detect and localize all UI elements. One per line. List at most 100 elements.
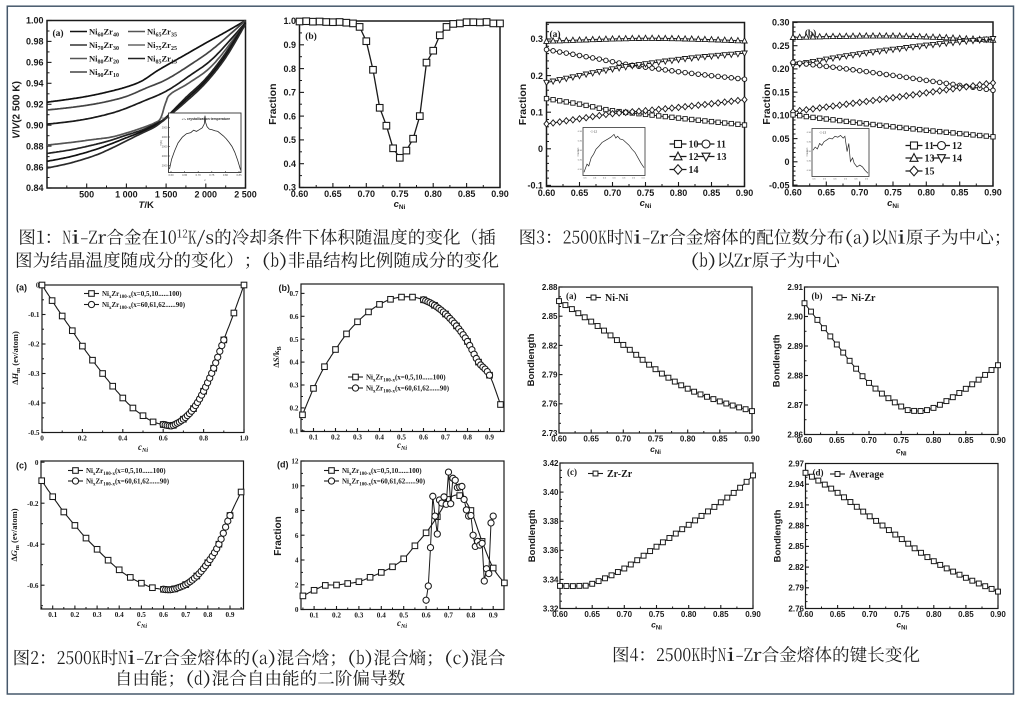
svg-text:-□-12: -□-12 (590, 130, 597, 134)
svg-text:-0.05: -0.05 (769, 180, 790, 190)
svg-text:0.60: 0.60 (798, 610, 814, 619)
svg-text:cNi: cNi (397, 618, 407, 630)
svg-text:0.2: 0.2 (78, 435, 87, 443)
svg-text:(d): (d) (277, 460, 289, 470)
svg-text:2.85: 2.85 (788, 542, 804, 551)
svg-text:0.86: 0.86 (26, 162, 44, 172)
svg-text:-0.4: -0.4 (27, 541, 39, 549)
svg-text:3.42: 3.42 (543, 459, 559, 468)
svg-text:0.9: 0.9 (283, 40, 296, 50)
svg-text:0.80: 0.80 (670, 188, 688, 198)
svg-text:0.75: 0.75 (884, 188, 902, 198)
svg-text:0.6: 0.6 (422, 612, 431, 620)
svg-text:2.85: 2.85 (542, 312, 558, 321)
svg-text:T(K): T(K) (159, 140, 163, 146)
svg-text:0.3: 0.3 (354, 612, 363, 620)
svg-text:0.9: 0.9 (485, 434, 494, 442)
svg-text:2000: 2000 (162, 126, 168, 130)
svg-text:0.4: 0.4 (377, 612, 386, 620)
svg-text:Bondlength: Bondlength (773, 509, 784, 562)
svg-text:0.6: 0.6 (865, 179, 869, 181)
svg-text:Fraction: Fraction (761, 83, 773, 124)
svg-text:0.60: 0.60 (552, 610, 568, 619)
svg-text:Ni65Zr35: Ni65Zr35 (147, 27, 177, 39)
svg-text:0.5: 0.5 (397, 434, 406, 442)
svg-text:0.75: 0.75 (893, 436, 909, 445)
svg-text:0.6: 0.6 (159, 435, 168, 443)
svg-text:0.84: 0.84 (26, 183, 44, 193)
svg-text:0.75: 0.75 (637, 188, 655, 198)
svg-text:cNi: cNi (650, 444, 661, 456)
svg-text:10: 10 (689, 140, 699, 151)
svg-text:0.80: 0.80 (926, 436, 942, 445)
svg-text:0.85: 0.85 (958, 610, 974, 619)
svg-text:0.7: 0.7 (444, 612, 453, 620)
svg-text:12: 12 (291, 458, 299, 466)
svg-text:2.94: 2.94 (788, 480, 804, 489)
svg-text:0.75: 0.75 (894, 610, 910, 619)
svg-text:0.9: 0.9 (226, 611, 235, 619)
svg-text:0.65: 0.65 (818, 188, 836, 198)
svg-text:0.15: 0.15 (772, 87, 790, 97)
svg-text:0.3: 0.3 (530, 34, 543, 44)
svg-text:0.3: 0.3 (283, 183, 296, 193)
svg-text:cNi: cNi (896, 446, 907, 458)
svg-text:(a): (a) (16, 283, 27, 293)
svg-text:0.85: 0.85 (703, 188, 721, 198)
svg-text:0: 0 (36, 282, 40, 290)
svg-text:0.60: 0.60 (168, 173, 174, 177)
svg-text:0.6: 0.6 (844, 179, 848, 181)
svg-text:ΔS/kB: ΔS/kB (271, 346, 283, 367)
svg-text:(a): (a) (549, 29, 560, 40)
svg-text:cNi: cNi (397, 440, 407, 452)
svg-text:0.1: 0.1 (310, 612, 319, 620)
svg-text:2.91: 2.91 (788, 501, 804, 510)
svg-text:2.87: 2.87 (787, 401, 803, 410)
svg-text:NixZr100-x(x=0,5,10......100): NixZr100-x(x=0,5,10......100) (342, 467, 422, 477)
svg-text:0.8: 0.8 (463, 434, 472, 442)
svg-text:0.2: 0.2 (332, 612, 341, 620)
svg-text:0.2: 0.2 (290, 405, 299, 413)
svg-text:0.8: 0.8 (199, 435, 208, 443)
svg-text:2.82: 2.82 (542, 341, 558, 350)
svg-text:cNi: cNi (394, 199, 406, 211)
svg-text:0.90: 0.90 (990, 610, 1006, 619)
svg-text:Ni60Zr40: Ni60Zr40 (89, 27, 119, 39)
svg-text:V/V(2 500 K): V/V(2 500 K) (12, 81, 23, 139)
svg-text:0.30: 0.30 (578, 160, 583, 162)
svg-text:0.60: 0.60 (797, 436, 813, 445)
svg-text:Ni90Zr10: Ni90Zr10 (89, 67, 119, 79)
svg-text:0.90: 0.90 (736, 188, 754, 198)
svg-text:0: 0 (295, 606, 299, 614)
svg-text:0.6: 0.6 (159, 611, 168, 619)
svg-text:0.80: 0.80 (926, 610, 942, 619)
svg-text:0.80: 0.80 (918, 188, 936, 198)
svg-text:0.85: 0.85 (951, 188, 969, 198)
svg-text:0.70: 0.70 (861, 436, 877, 445)
svg-text:0.4: 0.4 (375, 434, 384, 442)
svg-text:2000: 2000 (162, 164, 168, 168)
svg-text:0.30: 0.30 (807, 142, 812, 144)
svg-text:cNi: cNi (651, 620, 662, 632)
svg-text:-0.3: -0.3 (28, 370, 40, 378)
svg-text:2.88: 2.88 (788, 522, 804, 531)
svg-text:8: 8 (295, 507, 299, 515)
svg-text:0.5: 0.5 (399, 612, 408, 620)
svg-text:(b): (b) (305, 31, 317, 42)
svg-text:Bondlength: Bondlength (526, 333, 537, 386)
svg-text:14: 14 (689, 165, 699, 176)
svg-text:-0.2: -0.2 (27, 500, 39, 508)
svg-text:0.30: 0.30 (578, 141, 583, 143)
svg-text:0.90: 0.90 (990, 436, 1006, 445)
svg-text:0.25: 0.25 (772, 41, 790, 51)
svg-text:2.76: 2.76 (788, 604, 804, 613)
svg-text:(b): (b) (812, 291, 823, 301)
svg-text:Ni70Zr30: Ni70Zr30 (89, 40, 119, 52)
svg-text:0.3: 0.3 (93, 611, 102, 619)
svg-text:0.6: 0.6 (603, 178, 607, 180)
svg-text:2.89: 2.89 (787, 342, 803, 351)
svg-text:2.76: 2.76 (542, 400, 558, 409)
svg-text:NixZr100-x(x=0,5,10......100): NixZr100-x(x=0,5,10......100) (86, 467, 166, 477)
svg-text:0.6: 0.6 (823, 179, 827, 181)
svg-text:0.2: 0.2 (530, 71, 543, 81)
